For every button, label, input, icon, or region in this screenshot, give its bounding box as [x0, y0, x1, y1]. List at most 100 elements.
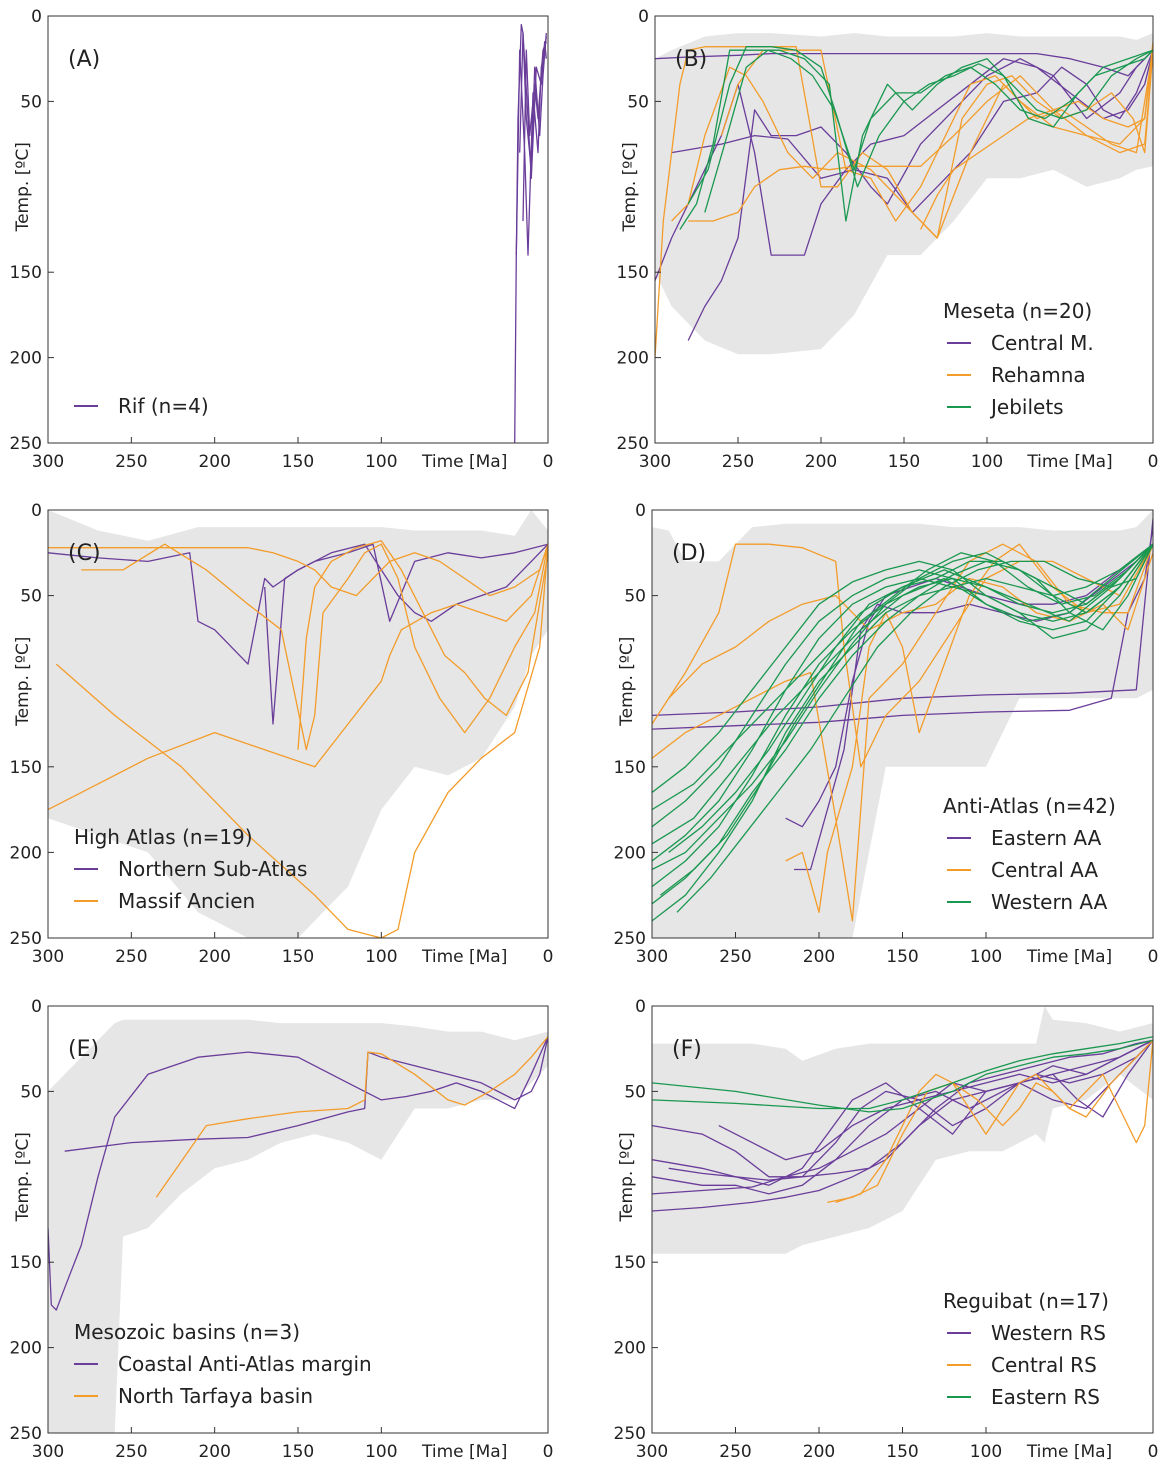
x-tick-label: 250	[115, 1442, 147, 1462]
tt-path	[652, 543, 1153, 794]
y-tick-label: 0	[635, 997, 646, 1017]
legend-label: Eastern RS	[991, 1385, 1100, 1409]
series-2	[679, 46, 1153, 230]
tt-path	[652, 1039, 1153, 1195]
tt-path	[835, 1040, 1153, 1204]
tt-path	[155, 1036, 548, 1198]
panel-label: (A)	[68, 47, 100, 72]
tt-path	[652, 1039, 1153, 1195]
tt-path	[660, 543, 1153, 896]
y-tick-label: 200	[614, 843, 646, 863]
tt-path	[652, 543, 1153, 871]
tt-path	[64, 1036, 548, 1152]
x-tick-label: 200	[198, 452, 230, 472]
x-tick-label: 150	[886, 947, 918, 967]
x-tick-label: 0	[1148, 452, 1159, 472]
y-tick-label: 150	[10, 263, 42, 283]
tt-path	[652, 518, 1153, 717]
tt-path	[720, 49, 1153, 222]
x-tick-label: 0	[1148, 947, 1159, 967]
tt-path	[48, 1036, 548, 1311]
panel-label: (E)	[68, 1037, 99, 1062]
x-tick-label: 200	[198, 1442, 230, 1462]
x-tick-label: 150	[282, 1442, 314, 1462]
legend-title: Anti-Atlas (n=42)	[943, 794, 1116, 818]
tt-path	[652, 543, 1153, 922]
legend-title: Mesozoic basins (n=3)	[74, 1320, 300, 1344]
legend-label: Central AA	[991, 858, 1098, 882]
legend: Meseta (n=20) Central M. Rehamna Jebilets	[943, 299, 1094, 419]
series-0	[48, 1036, 548, 1311]
x-tick-label: 100	[971, 452, 1003, 472]
tt-path	[920, 41, 1153, 230]
y-axis-label: Temp. [ºC]	[13, 142, 33, 232]
series-1	[48, 540, 548, 938]
x-tick-label: 100	[365, 1442, 397, 1462]
y-tick-label: 50	[20, 92, 42, 112]
x-tick-label: 100	[970, 1442, 1002, 1462]
y-axis-label: Temp. [ºC]	[617, 637, 637, 727]
legend-label: Western RS	[991, 1321, 1106, 1345]
legend-label: Jebilets	[989, 395, 1064, 419]
y-tick-label: 200	[617, 349, 649, 369]
y-tick-label: 50	[627, 92, 649, 112]
y-tick-label: 250	[614, 929, 646, 949]
y-tick-label: 150	[10, 758, 42, 778]
x-tick-label: 300	[636, 1442, 668, 1462]
y-tick-label: 50	[20, 587, 42, 607]
legend-label: Central M.	[991, 331, 1094, 355]
x-tick-label: 100	[365, 452, 397, 472]
legend-label: Rif (n=4)	[118, 394, 209, 418]
panel-label: (C)	[68, 541, 101, 566]
legend-label: Coastal Anti-Atlas margin	[118, 1352, 372, 1376]
x-tick-label: 200	[805, 452, 837, 472]
series-0	[652, 1039, 1153, 1212]
tt-path	[718, 1039, 1153, 1161]
x-tick-label: 200	[803, 1442, 835, 1462]
legend: Anti-Atlas (n=42) Eastern AA Central AA Wes…	[943, 794, 1116, 914]
tt-path	[652, 1039, 1153, 1186]
tt-path	[671, 50, 1153, 239]
y-tick-label: 0	[31, 997, 42, 1017]
y-axis-label: Temp. [ºC]	[617, 1132, 637, 1222]
tt-path	[522, 41, 547, 222]
y-tick-label: 0	[635, 501, 646, 521]
y-axis-label: Temp. [ºC]	[620, 142, 640, 232]
y-tick-label: 150	[617, 263, 649, 283]
x-tick-label: 150	[282, 452, 314, 472]
legend-title: Reguibat (n=17)	[943, 1289, 1109, 1313]
tt-path	[827, 1039, 1153, 1204]
legend-title: High Atlas (n=19)	[74, 825, 253, 849]
tt-path	[785, 543, 1153, 913]
x-tick-label: 250	[115, 947, 147, 967]
tt-path	[652, 1039, 1153, 1113]
tt-path	[55, 544, 548, 938]
tt-path	[264, 543, 548, 725]
series-0	[652, 518, 1153, 871]
x-tick-label: 200	[803, 947, 835, 967]
y-tick-label: 150	[614, 758, 646, 778]
y-tick-label: 0	[31, 7, 42, 27]
tt-path	[704, 49, 1153, 213]
tt-path	[676, 543, 1153, 913]
legend-title: Meseta (n=20)	[943, 299, 1092, 323]
x-axis-label: Time [Ma]	[421, 1442, 507, 1462]
x-tick-label: 300	[639, 452, 671, 472]
tt-path	[652, 543, 1153, 905]
y-tick-label: 200	[10, 1339, 42, 1359]
y-tick-label: 200	[614, 1339, 646, 1359]
legend: Rif (n=4)	[74, 394, 209, 418]
tt-path	[652, 543, 1153, 862]
y-tick-label: 200	[10, 349, 42, 369]
series-1	[827, 1039, 1153, 1204]
tt-path	[668, 1039, 1153, 1181]
tt-path	[48, 544, 548, 597]
tt-path	[297, 540, 548, 750]
tt-path	[652, 1036, 1153, 1110]
x-tick-label: 250	[719, 1442, 751, 1462]
